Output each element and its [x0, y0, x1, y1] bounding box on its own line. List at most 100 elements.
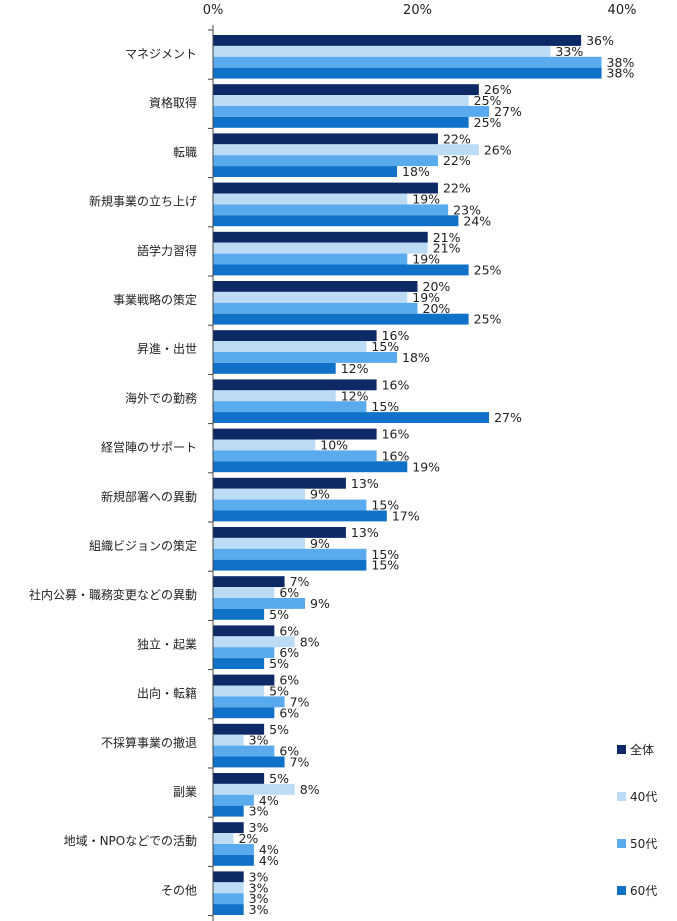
legend-swatch	[617, 886, 626, 895]
data-label: 7%	[290, 694, 310, 709]
data-label: 24%	[463, 213, 491, 228]
data-label: 27%	[494, 104, 522, 119]
category-label: 新規事業の立ち上げ	[89, 194, 197, 209]
data-label: 4%	[259, 853, 279, 868]
bar	[213, 844, 254, 855]
data-label: 12%	[341, 388, 369, 403]
bar	[213, 56, 602, 68]
category-label: 地域・NPOなどでの活動	[64, 834, 197, 848]
data-label: 27%	[494, 410, 522, 425]
bar	[213, 882, 244, 894]
data-label: 5%	[269, 771, 289, 786]
bar	[213, 527, 346, 538]
category-label: 事業戦略の策定	[113, 292, 197, 307]
data-label: 36%	[586, 33, 614, 48]
bar	[213, 723, 265, 735]
data-label: 6%	[279, 673, 299, 688]
data-label: 15%	[371, 547, 399, 562]
legend-label: 50代	[630, 837, 657, 851]
data-label: 22%	[443, 131, 471, 146]
bar	[213, 537, 306, 549]
bar	[213, 439, 316, 451]
data-label: 21%	[433, 230, 461, 245]
legend-label: 40代	[630, 790, 657, 804]
category-label: 出向・転籍	[137, 686, 197, 701]
bar	[213, 658, 265, 669]
data-label: 5%	[269, 656, 289, 671]
data-label: 4%	[259, 842, 279, 857]
legend-swatch	[617, 792, 626, 801]
data-label: 15%	[371, 498, 399, 513]
bar	[213, 253, 408, 265]
bar	[213, 302, 418, 314]
data-label: 6%	[279, 585, 299, 600]
category-label: 副業	[173, 785, 197, 799]
data-label: 19%	[412, 252, 440, 267]
data-label: 6%	[279, 744, 299, 759]
legend-label: 60代	[630, 884, 657, 898]
x-tick-label: 20%	[403, 3, 432, 18]
data-label: 22%	[443, 181, 471, 196]
bar	[213, 559, 367, 571]
data-label: 16%	[382, 427, 410, 442]
bar	[213, 45, 551, 57]
bar	[213, 281, 418, 292]
data-label: 3%	[249, 880, 269, 895]
bar	[213, 904, 244, 915]
bar	[213, 291, 408, 303]
bar	[213, 477, 346, 489]
data-label: 7%	[290, 574, 310, 589]
data-label: 3%	[249, 804, 269, 819]
bar	[213, 794, 254, 806]
bar	[213, 745, 275, 757]
category-label: マネジメント	[125, 47, 197, 61]
category-label: 経営陣のサポート	[101, 441, 197, 455]
bar	[213, 390, 336, 402]
bar	[213, 144, 479, 156]
category-label: その他	[161, 883, 197, 897]
bar	[213, 133, 438, 145]
data-label: 9%	[310, 487, 330, 502]
bar	[213, 84, 479, 96]
data-label: 3%	[249, 733, 269, 748]
data-label: 17%	[392, 508, 420, 523]
data-label: 25%	[474, 262, 502, 277]
category-label: 昇進・出世	[137, 342, 197, 356]
data-label: 3%	[249, 902, 269, 917]
data-label: 10%	[320, 437, 348, 452]
bar	[213, 215, 459, 227]
bar	[213, 330, 377, 342]
bar	[213, 341, 367, 352]
data-label: 5%	[269, 607, 289, 622]
data-label: 38%	[607, 66, 635, 81]
data-label: 21%	[433, 241, 461, 256]
bar	[213, 598, 306, 609]
legend-swatch	[617, 745, 626, 754]
category-label: 不採算事業の撤退	[101, 735, 197, 750]
bar	[213, 685, 265, 697]
data-label: 8%	[300, 782, 320, 797]
bar	[213, 647, 275, 659]
bar	[213, 450, 377, 462]
data-label: 33%	[555, 44, 583, 59]
data-label: 9%	[310, 596, 330, 611]
x-axis-ticks: 0% 20% 40%	[203, 3, 637, 18]
bar	[213, 871, 244, 883]
bar	[213, 461, 408, 473]
bar	[213, 352, 398, 363]
bar	[213, 155, 438, 167]
data-label: 15%	[371, 399, 399, 414]
data-label: 26%	[484, 142, 512, 157]
bar	[213, 95, 469, 106]
data-label: 3%	[249, 820, 269, 835]
bar	[213, 707, 275, 719]
data-label: 5%	[269, 722, 289, 737]
y-axis	[208, 25, 214, 921]
bar	[213, 242, 428, 254]
bar	[213, 696, 285, 708]
bar	[213, 106, 490, 117]
data-label: 3%	[249, 869, 269, 884]
data-label: 6%	[279, 623, 299, 638]
data-label: 25%	[474, 93, 502, 108]
